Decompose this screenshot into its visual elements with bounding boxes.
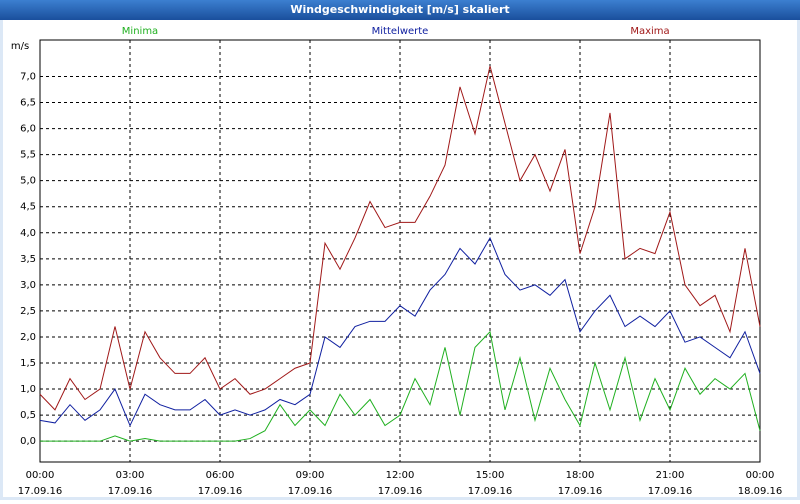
y-tick-label: 7,0 — [20, 71, 36, 82]
y-tick-label: 3,0 — [20, 280, 36, 291]
series-line — [39, 236, 761, 427]
y-tick-label: 0,0 — [20, 436, 36, 447]
x-tick-label: 18:00 — [566, 470, 595, 481]
y-tick-label: 5,5 — [20, 150, 36, 161]
x-tick-label: 15:00 — [476, 470, 505, 481]
y-tick-label: 1,0 — [20, 384, 36, 395]
x-tick-date: 17.09.16 — [648, 486, 693, 497]
legend-entry: Minima — [122, 26, 158, 37]
x-tick-date: 17.09.16 — [288, 486, 333, 497]
x-tick-label: 00:00 — [26, 470, 55, 481]
y-tick-label: 2,5 — [20, 306, 36, 317]
x-tick-date: 17.09.16 — [558, 486, 603, 497]
y-tick-label: 3,5 — [20, 254, 36, 265]
x-tick-date: 18.09.16 — [738, 486, 783, 497]
x-tick-date: 17.09.16 — [18, 486, 63, 497]
y-tick-label: 4,5 — [20, 202, 36, 213]
y-tick-label: 6,0 — [20, 124, 36, 135]
x-tick-label: 21:00 — [656, 470, 685, 481]
x-tick-date: 17.09.16 — [108, 486, 153, 497]
title-bar — [0, 0, 800, 20]
legend-entry: Mittelwerte — [372, 26, 429, 37]
chart-title: Windgeschwindigkeit [m/s] skaliert — [290, 3, 509, 16]
y-tick-label: 5,0 — [20, 176, 36, 187]
y-axis-label: m/s — [11, 41, 29, 52]
y-tick-label: 2,0 — [20, 332, 36, 343]
series-line — [39, 65, 761, 411]
x-tick-label: 09:00 — [296, 470, 325, 481]
y-tick-label: 0,5 — [20, 410, 36, 421]
x-tick-date: 17.09.16 — [378, 486, 423, 497]
x-tick-date: 17.09.16 — [198, 486, 243, 497]
x-tick-label: 03:00 — [116, 470, 145, 481]
x-tick-label: 12:00 — [386, 470, 415, 481]
legend-entry: Maxima — [630, 26, 669, 37]
x-tick-label: 06:00 — [206, 470, 235, 481]
y-tick-label: 6,5 — [20, 98, 36, 109]
y-tick-label: 4,0 — [20, 228, 36, 239]
y-tick-label: 1,5 — [20, 358, 36, 369]
x-tick-date: 17.09.16 — [468, 486, 513, 497]
x-tick-label: 00:00 — [746, 470, 775, 481]
series-line — [40, 330, 761, 442]
